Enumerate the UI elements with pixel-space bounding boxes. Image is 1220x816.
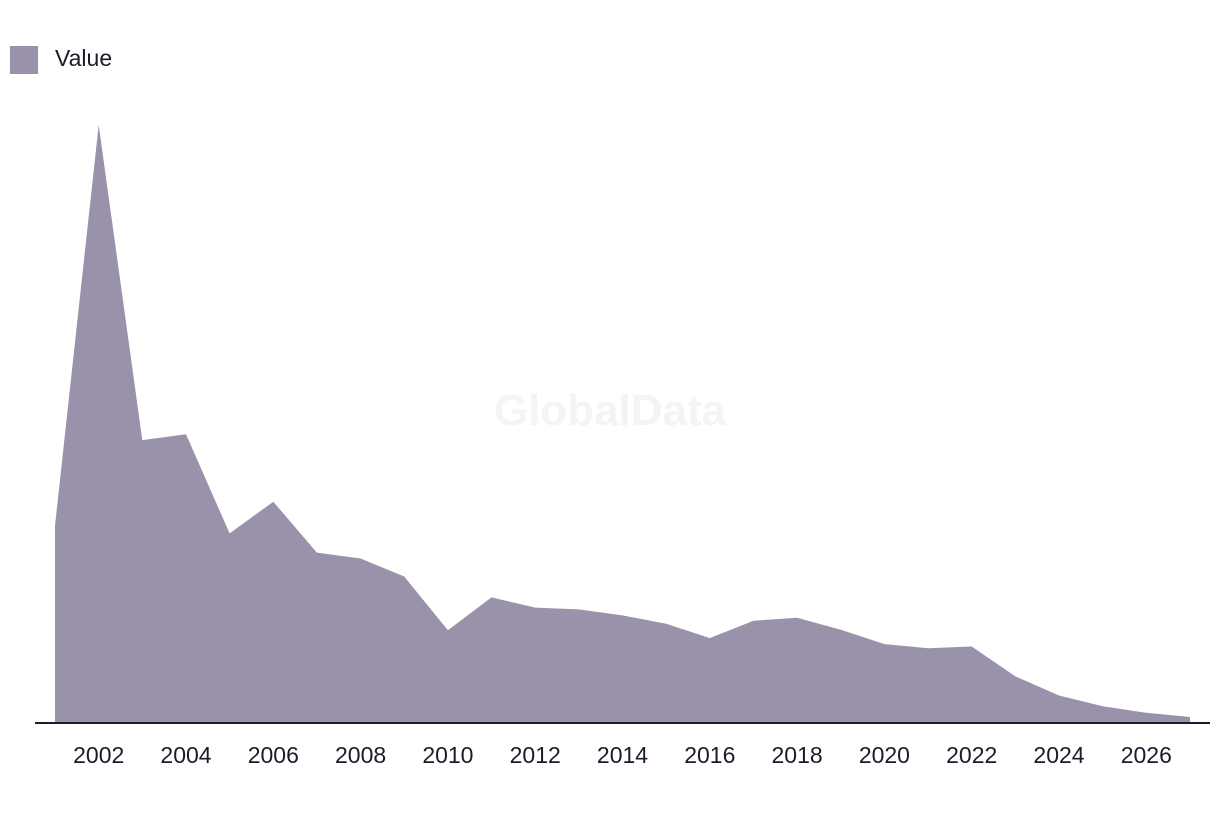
x-tick-label-2016: 2016 — [684, 742, 735, 768]
x-tick-label-2008: 2008 — [335, 742, 386, 768]
x-tick-label-2012: 2012 — [510, 742, 561, 768]
plot-area — [35, 125, 1210, 724]
x-tick-label-2004: 2004 — [160, 742, 211, 768]
legend-label-value: Value — [55, 45, 112, 71]
x-axis-ticks: 2002 2004 2006 2008 2010 2012 2014 2016 2018 2020… — [73, 742, 1172, 768]
legend-swatch — [10, 46, 38, 74]
x-tick-label-2010: 2010 — [422, 742, 473, 768]
x-tick-label-2018: 2018 — [772, 742, 823, 768]
x-tick-label-2014: 2014 — [597, 742, 648, 768]
x-tick-label-2020: 2020 — [859, 742, 910, 768]
x-tick-label-2002: 2002 — [73, 742, 124, 768]
legend: Value — [10, 45, 112, 74]
x-tick-label-2026: 2026 — [1121, 742, 1172, 768]
series-value-area — [55, 125, 1190, 723]
x-tick-label-2006: 2006 — [248, 742, 299, 768]
x-tick-label-2024: 2024 — [1033, 742, 1084, 768]
watermark-text: GlobalData — [494, 386, 727, 435]
x-tick-label-2022: 2022 — [946, 742, 997, 768]
